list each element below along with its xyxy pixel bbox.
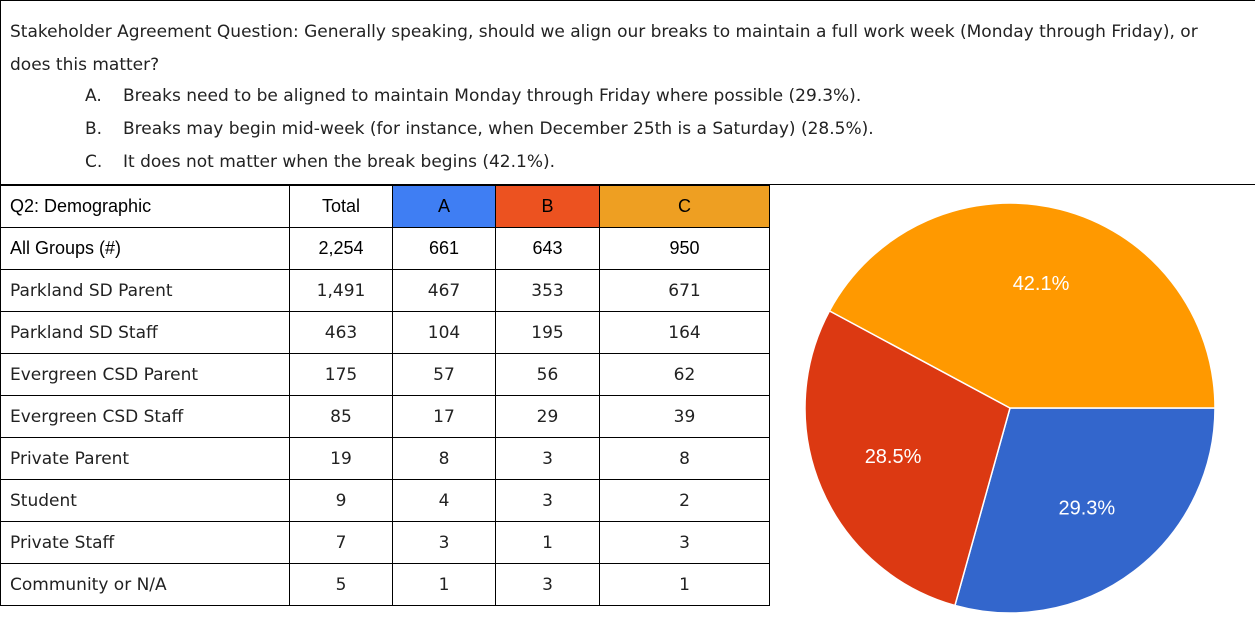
question: Stakeholder Agreement Question: Generall… [10,22,1198,75]
slice-label: 42.1% [1013,273,1070,295]
table-cell: Private Parent [0,437,290,480]
table-cell: 3 [495,479,600,522]
table-cell: 3 [495,563,600,606]
table-cell: Community or N/A [0,563,290,606]
table-cell: 463 [289,311,393,354]
pie-slice [953,407,1216,614]
option-text: Breaks need to be aligned to maintain Mo… [123,86,862,106]
table-cell: 1 [392,563,496,606]
table-row: Evergreen CSD Staff 85 17 29 39 [0,395,770,438]
table-cell: 1,491 [289,269,393,312]
table-cell: All Groups (#) [0,227,290,270]
table-cell: 661 [392,227,496,270]
slice-label: 28.5% [865,446,922,468]
table-cell: 353 [495,269,600,312]
table-cell: 9 [289,479,393,522]
table-cell: 1 [599,563,770,606]
question-box: Stakeholder Agreement Question: Generall… [0,0,1255,185]
table-cell: Private Staff [0,521,290,564]
header-cell: Total [289,185,393,228]
option-letter: C. [85,152,103,172]
table-cell: 57 [392,353,496,396]
pie-slice [804,309,1011,607]
table-cell: 164 [599,311,770,354]
header-row: Q2: Demographic Total A B C [0,185,770,228]
slice-label: 29.3% [1058,498,1115,520]
table-cell: 5 [289,563,393,606]
table-cell: 950 [599,227,770,270]
table-cell: 39 [599,395,770,438]
table-cell: Parkland SD Staff [0,311,290,354]
table-cell: 2 [599,479,770,522]
table-row: Student 9 4 3 2 [0,479,770,522]
table-cell: 175 [289,353,393,396]
table-row: Community or N/A 5 1 3 1 [0,563,770,606]
table: Q2: Demographic Total A B C All Groups (#) 2,2… [0,185,770,606]
table-row: Private Parent 19 8 3 8 [0,437,770,480]
header-cell: Q2: Demographic [0,185,290,228]
pie-slice [828,202,1216,409]
table-row: Private Staff 7 3 1 3 [0,521,770,564]
table-cell: Evergreen CSD Parent [0,353,290,396]
table-cell: 195 [495,311,600,354]
table-cell: 104 [392,311,496,354]
table-cell: 643 [495,227,600,270]
option-letter: A. [85,86,102,106]
table-cell: Student [0,479,290,522]
table-cell: 3 [392,521,496,564]
table-row: Evergreen CSD Parent 175 57 56 62 [0,353,770,396]
option-letter: B. [85,119,103,139]
option-text: It does not matter when the break begins… [123,152,556,172]
table-cell: 8 [599,437,770,480]
option-text: Breaks may begin mid-week (for instance,… [123,119,874,139]
table-cell: 8 [392,437,496,480]
header-cell: C [599,185,770,228]
table-cell: 19 [289,437,393,480]
table-cell: 3 [599,521,770,564]
table-row: Parkland SD Staff 463 104 195 164 [0,311,770,354]
